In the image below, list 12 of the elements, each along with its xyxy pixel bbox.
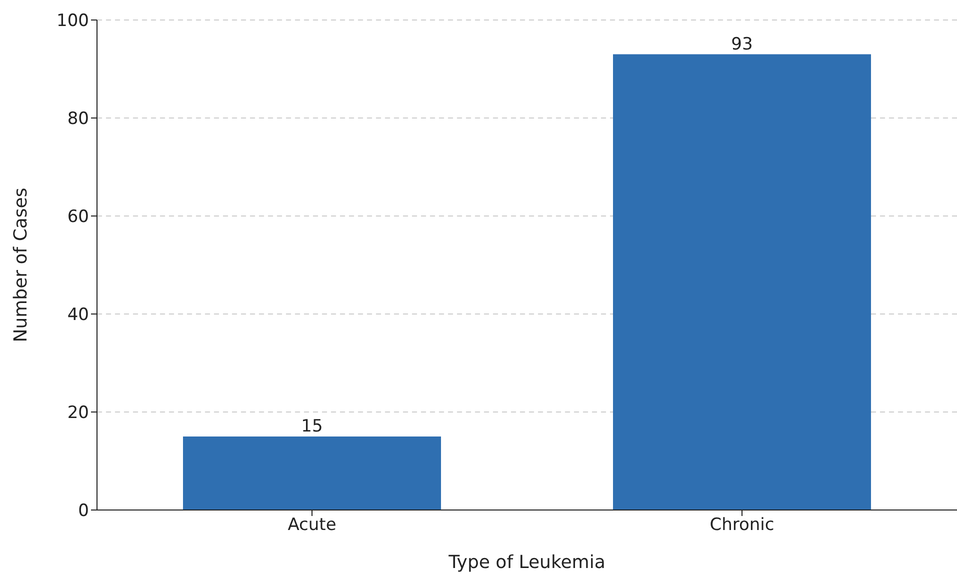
x-tick-label: Acute [288, 515, 336, 536]
y-tick-label: 0 [78, 501, 89, 522]
y-tick-label: 100 [56, 11, 89, 32]
x-axis-title: Type of Leukemia [448, 552, 606, 573]
y-tick-label: 80 [67, 109, 89, 130]
data-label: 15 [301, 416, 323, 436]
data-label: 93 [731, 34, 753, 54]
y-tick-label: 60 [67, 207, 89, 228]
y-tick-label: 20 [67, 403, 89, 424]
y-tick-label: 40 [67, 305, 89, 326]
y-axis-title: Number of Cases [10, 188, 32, 342]
x-tick-label: Chronic [710, 515, 774, 536]
